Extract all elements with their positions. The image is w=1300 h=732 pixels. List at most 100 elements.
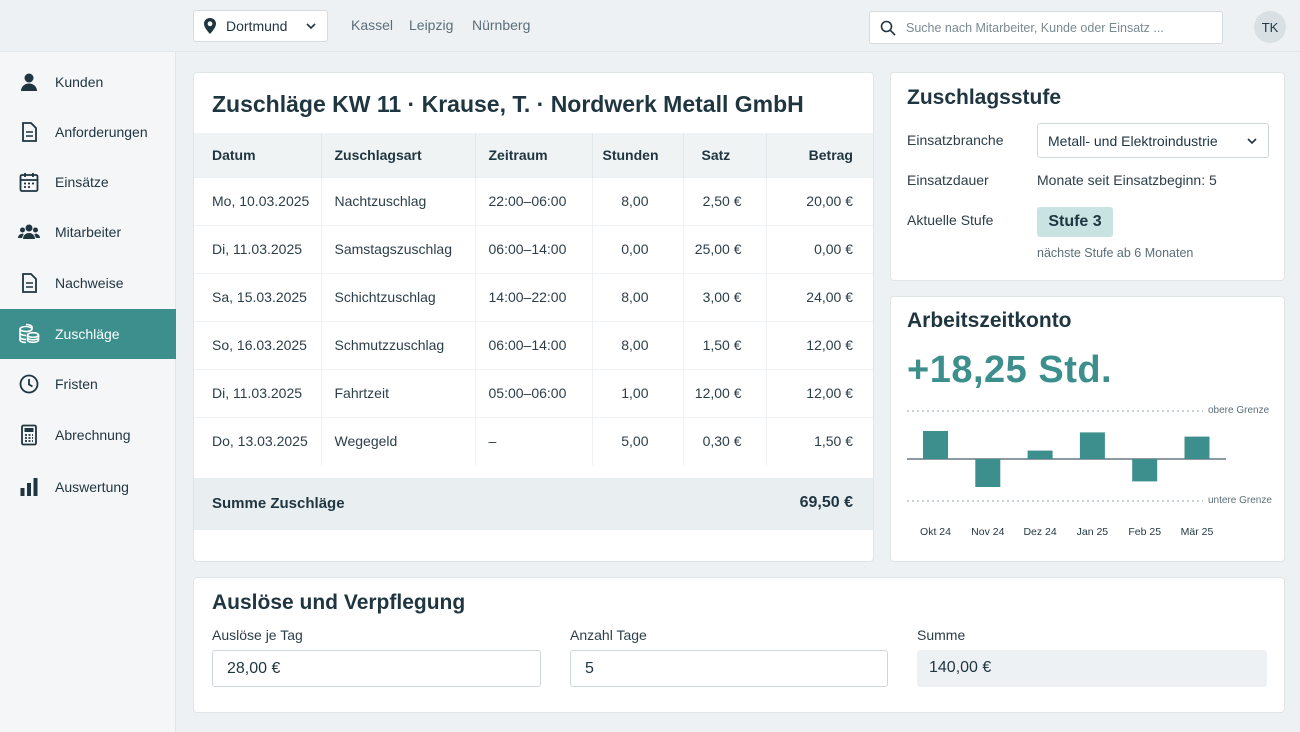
cell-betrag: 24,00 € [766, 272, 873, 321]
zuschlagsstufe-title: Zuschlagsstufe [907, 86, 1062, 109]
cell-satz: 3,00 € [683, 272, 767, 321]
table-row[interactable]: Do, 13.03.2025 Wegegeld – 5,00 0,30 € 1,… [194, 416, 873, 465]
upper-limit-label: obere Grenze [1208, 405, 1270, 416]
search-box [869, 11, 1223, 44]
sidebar-item-anforderungen[interactable]: Anforderungen [0, 108, 176, 156]
sidebar-item-label: Auswertung [55, 479, 129, 495]
city-link-leipzig[interactable]: Leipzig [409, 17, 454, 33]
ausloese-tag-label: Auslöse je Tag [212, 627, 303, 643]
location-label: Dortmund [226, 18, 288, 34]
cell-zeitraum: – [475, 416, 593, 465]
document-icon [22, 273, 37, 293]
ausloese-title: Auslöse und Verpflegung [212, 591, 466, 614]
ausloese-tag-input[interactable] [212, 650, 541, 687]
chevron-down-icon [306, 23, 316, 30]
city-link-nuernberg[interactable]: Nürnberg [472, 17, 531, 33]
cell-datum: So, 16.03.2025 [194, 320, 322, 369]
einsatzbranche-label: Einsatzbranche [907, 132, 1004, 148]
table-row[interactable]: So, 16.03.2025 Schmutzzuschlag 06:00–14:… [194, 320, 873, 369]
cell-datum: Sa, 15.03.2025 [194, 272, 322, 321]
table-row[interactable]: Di, 11.03.2025 Samstagszuschlag 06:00–14… [194, 224, 873, 273]
cell-zuschlagsart: Schmutzzuschlag [321, 320, 476, 369]
top-bar: Dortmund Kassel Leipzig Nürnberg TK [0, 0, 1300, 52]
x-tick-label: Dez 24 [1023, 526, 1056, 538]
clock-icon [19, 374, 39, 394]
cell-zeitraum: 22:00–06:00 [475, 176, 593, 225]
cell-satz: 0,30 € [683, 416, 767, 465]
einsatzbranche-select[interactable]: Metall- und Elektroindustrie [1037, 123, 1269, 158]
map-pin-icon [204, 18, 216, 34]
city-link-kassel[interactable]: Kassel [351, 17, 394, 33]
summe-value: 140,00 € [917, 650, 1267, 687]
chevron-down-icon [1247, 138, 1257, 145]
bar-chart-icon [20, 478, 38, 496]
sidebar-item-label: Kunden [55, 74, 104, 90]
zuschlaege-card: Zuschläge KW 11 · Krause, T. · Nordwerk … [193, 72, 874, 562]
cell-zuschlagsart: Schichtzuschlag [321, 272, 476, 321]
sidebar-item-nachweise[interactable]: Nachweise [0, 259, 176, 307]
sidebar-item-label: Mitarbeiter [55, 224, 122, 240]
summe-label: Summe [917, 627, 966, 643]
column-header-betrag[interactable]: Betrag [766, 133, 873, 177]
zuschlagsstufe-card: Zuschlagsstufe Einsatzbranche Metall- un… [890, 72, 1285, 281]
cell-betrag: 20,00 € [766, 176, 873, 225]
sidebar-item-kunden[interactable]: Kunden [0, 58, 176, 106]
x-tick-label: Okt 24 [920, 526, 951, 538]
anzahl-tage-input[interactable] [570, 650, 888, 687]
sidebar-item-label: Abrechnung [55, 427, 131, 443]
stufe-badge: Stufe 3 [1037, 207, 1113, 237]
sidebar-item-mitarbeiter[interactable]: Mitarbeiter [0, 208, 176, 256]
einsatzbranche-value: Metall- und Elektroindustrie [1048, 133, 1218, 149]
calendar-icon [19, 173, 39, 192]
sidebar-item-label: Anforderungen [55, 124, 148, 140]
location-dropdown[interactable]: Dortmund [193, 10, 328, 42]
cell-betrag: 12,00 € [766, 368, 873, 417]
cell-betrag: 0,00 € [766, 224, 873, 273]
cell-zuschlagsart: Wegegeld [321, 416, 476, 465]
sidebar-item-zuschlaege[interactable]: Zuschläge [0, 309, 176, 359]
sidebar-item-label: Fristen [55, 376, 98, 392]
einsatzdauer-label: Einsatzdauer [907, 172, 989, 188]
zuschlaege-table: Datum Zuschlagsart Zeitraum Stunden Satz… [194, 133, 873, 465]
cell-stunden: 8,00 [592, 176, 684, 225]
people-icon [18, 224, 40, 239]
sidebar-item-auswertung[interactable]: Auswertung [0, 463, 176, 511]
table-row[interactable]: Mo, 10.03.2025 Nachtzuschlag 22:00–06:00… [194, 176, 873, 225]
calculator-icon [21, 424, 37, 446]
column-header-datum[interactable]: Datum [194, 133, 322, 177]
arbeitszeitkonto-card: Arbeitszeitkonto +18,25 Std. obere Grenz… [890, 296, 1285, 562]
chart-bar [1184, 436, 1210, 459]
arbeitszeitkonto-chart: obere Grenze untere Grenze Okt 24 Nov 24 D… [907, 405, 1272, 538]
chart-bar [1132, 459, 1158, 482]
table-row[interactable]: Di, 11.03.2025 Fahrtzeit 05:00–06:00 1,0… [194, 368, 873, 417]
sidebar-item-label: Nachweise [55, 275, 124, 291]
ausloese-card: Auslöse und Verpflegung Auslöse je Tag A… [193, 577, 1285, 713]
sidebar: Kunden Anforderungen Einsätze Mitarbeite… [0, 52, 176, 732]
x-tick-label: Mär 25 [1181, 526, 1214, 538]
sidebar-item-einsaetze[interactable]: Einsätze [0, 158, 176, 206]
search-icon [880, 20, 896, 36]
x-tick-label: Feb 25 [1128, 526, 1161, 538]
x-tick-label: Nov 24 [971, 526, 1004, 538]
cell-betrag: 1,50 € [766, 416, 873, 465]
column-header-zuschlagsart[interactable]: Zuschlagsart [321, 133, 476, 177]
cell-datum: Di, 11.03.2025 [194, 368, 322, 417]
cell-datum: Mo, 10.03.2025 [194, 176, 322, 225]
cell-zuschlagsart: Nachtzuschlag [321, 176, 476, 225]
search-input[interactable] [906, 12, 1216, 43]
sidebar-item-label: Zuschläge [55, 326, 120, 342]
user-avatar[interactable]: TK [1254, 11, 1286, 43]
person-icon [21, 73, 37, 91]
cell-stunden: 5,00 [592, 416, 684, 465]
column-header-satz[interactable]: Satz [683, 133, 767, 177]
sidebar-item-fristen[interactable]: Fristen [0, 360, 176, 408]
sidebar-item-abrechnung[interactable]: Abrechnung [0, 411, 176, 459]
cell-zeitraum: 06:00–14:00 [475, 320, 593, 369]
sum-label: Summe Zuschläge [212, 495, 345, 512]
column-header-stunden[interactable]: Stunden [592, 133, 684, 177]
column-header-zeitraum[interactable]: Zeitraum [475, 133, 593, 177]
arbeitszeitkonto-title: Arbeitszeitkonto [907, 309, 1072, 332]
table-row[interactable]: Sa, 15.03.2025 Schichtzuschlag 14:00–22:… [194, 272, 873, 321]
lower-limit-label: untere Grenze [1208, 495, 1272, 506]
cell-datum: Di, 11.03.2025 [194, 224, 322, 273]
